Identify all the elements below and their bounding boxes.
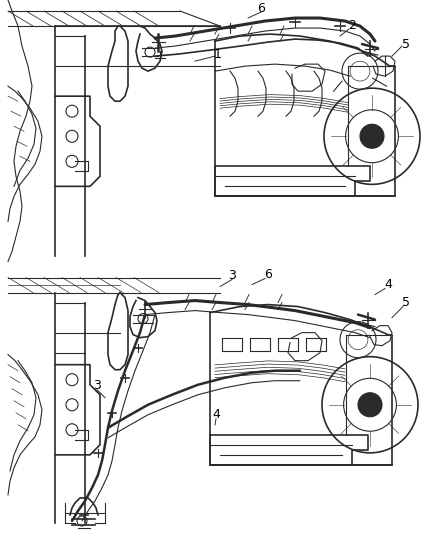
Text: 3: 3	[93, 379, 101, 392]
Text: 1: 1	[214, 47, 222, 61]
Circle shape	[360, 124, 384, 148]
Text: 3: 3	[228, 269, 236, 282]
Text: 4: 4	[212, 408, 220, 421]
Text: 6: 6	[264, 268, 272, 281]
Text: 4: 4	[384, 278, 392, 291]
Text: 5: 5	[402, 296, 410, 309]
Text: 2: 2	[348, 19, 356, 31]
Text: 6: 6	[257, 2, 265, 14]
Text: 5: 5	[402, 38, 410, 51]
Circle shape	[358, 393, 382, 417]
